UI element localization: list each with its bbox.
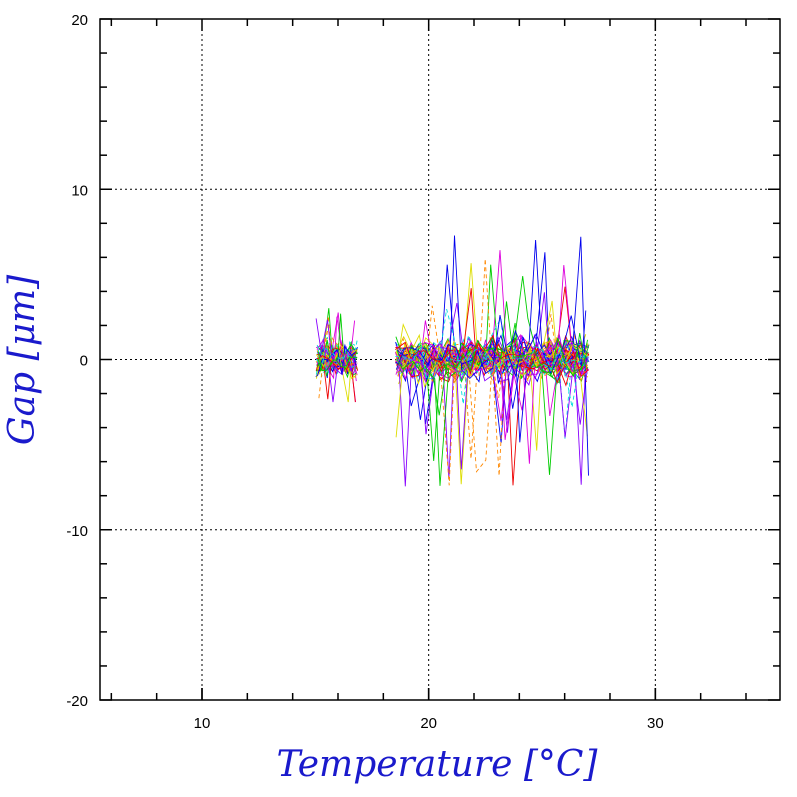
series-line [316,337,358,376]
series-line [395,341,586,438]
y-tick-label: -20 [66,693,88,710]
series-line [316,338,357,373]
x-tick-label: 10 [194,715,211,732]
y-axis-title: Gap [μm] [2,274,43,445]
series-line [397,286,587,486]
series-line [316,343,356,371]
label-layer: 10 20 30 -20 -10 0 10 20 [66,12,663,732]
x-axis-title: Temperature [°C] [277,744,599,785]
series-line [317,351,358,372]
x-tick-label: 20 [420,715,437,732]
series-line [395,334,589,384]
series-line [398,338,589,379]
series-line [316,351,357,371]
y-tick-label: 10 [71,182,88,199]
series-line [317,319,357,376]
series-line [395,344,586,470]
y-tick-label: 0 [80,353,88,370]
y-tick-label: -10 [66,523,88,540]
tick-layer [100,18,780,701]
y-tick-label: 20 [71,12,88,29]
series-line [397,345,589,398]
series-line [397,341,590,376]
series-line [395,310,587,378]
data-layer [315,235,590,487]
series-line [316,344,358,370]
series-line [317,346,357,377]
series-line [396,301,587,416]
x-tick-label: 30 [647,715,664,732]
series-line [395,339,587,380]
